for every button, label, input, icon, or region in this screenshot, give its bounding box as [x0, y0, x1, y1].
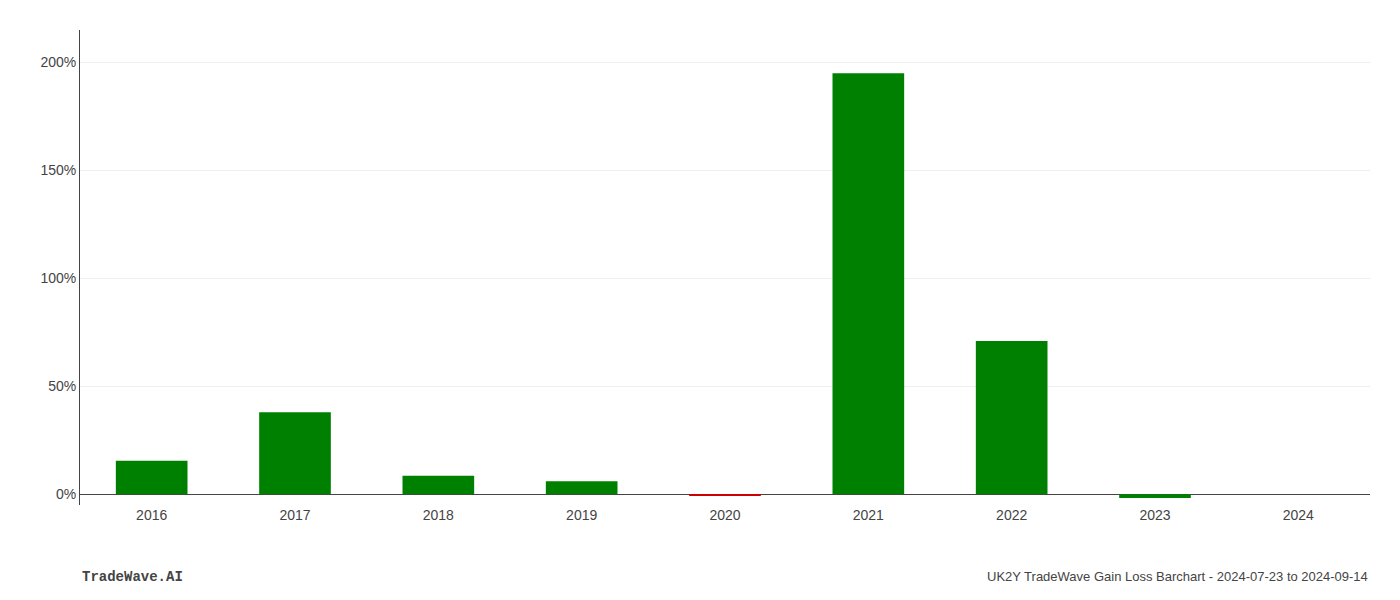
svg-text:2022: 2022	[996, 507, 1027, 523]
svg-text:2019: 2019	[566, 507, 597, 523]
svg-text:200%: 200%	[40, 54, 76, 70]
svg-text:UK2Y TradeWave Gain Loss Barch: UK2Y TradeWave Gain Loss Barchart - 2024…	[987, 569, 1368, 584]
svg-text:TradeWave.AI: TradeWave.AI	[82, 569, 183, 585]
svg-text:2023: 2023	[1139, 507, 1170, 523]
svg-text:2017: 2017	[279, 507, 310, 523]
svg-text:2020: 2020	[709, 507, 740, 523]
svg-text:0%: 0%	[56, 486, 76, 502]
svg-text:2021: 2021	[853, 507, 884, 523]
svg-text:2024: 2024	[1283, 507, 1314, 523]
svg-text:100%: 100%	[40, 270, 76, 286]
svg-text:50%: 50%	[48, 378, 76, 394]
svg-text:150%: 150%	[40, 162, 76, 178]
svg-text:2016: 2016	[136, 507, 167, 523]
svg-text:2018: 2018	[423, 507, 454, 523]
